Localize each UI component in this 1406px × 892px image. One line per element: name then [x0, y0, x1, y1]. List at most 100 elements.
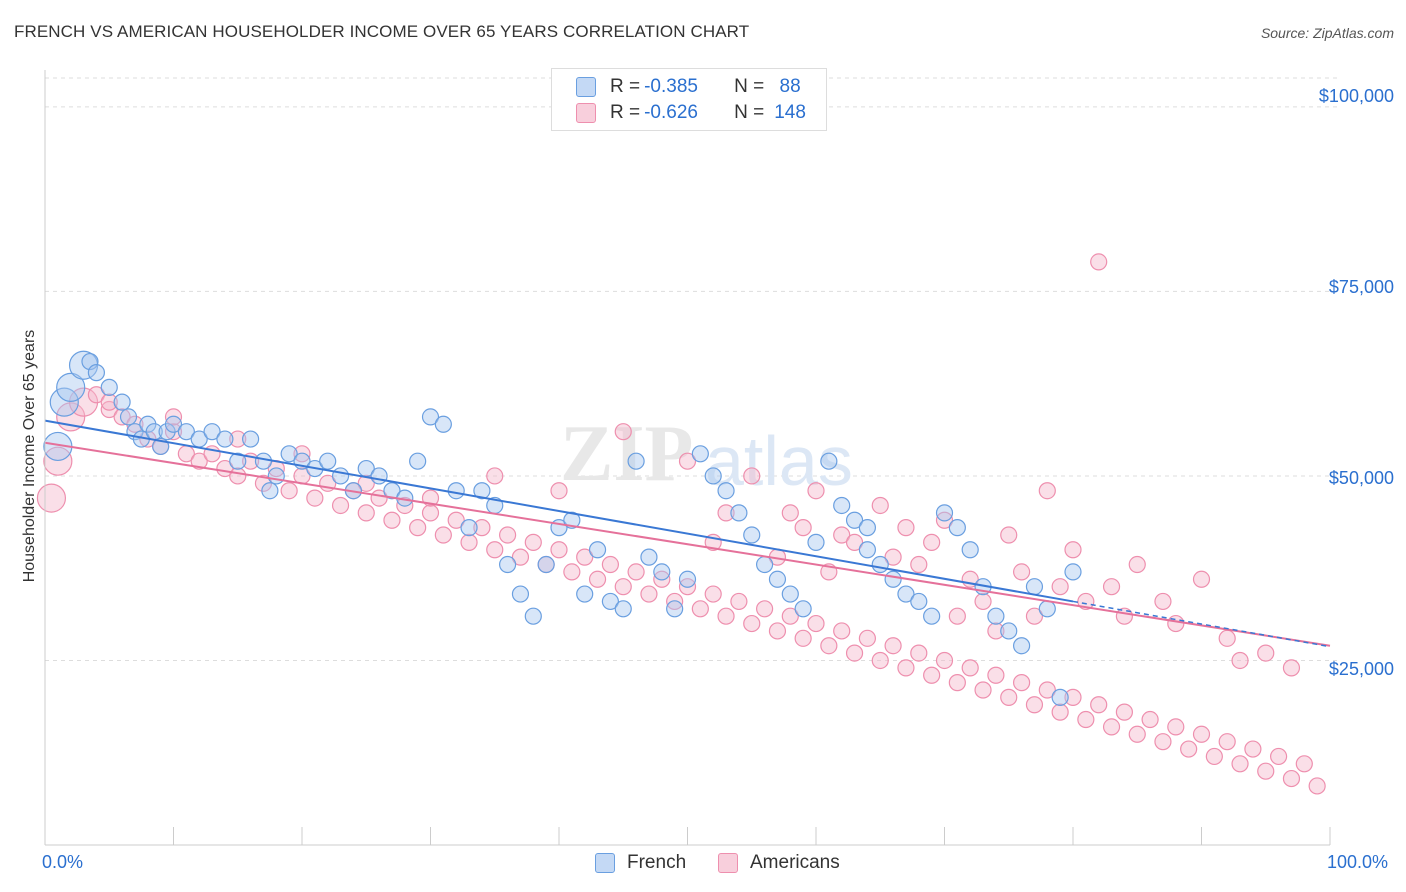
- french-point: [614, 600, 632, 618]
- americans-point: [164, 408, 183, 426]
- americans-point: [524, 533, 542, 551]
- french-point: [1000, 622, 1018, 640]
- french-point: [164, 415, 183, 433]
- r-value-french: -0.385: [644, 76, 698, 97]
- n-label: N =: [734, 76, 765, 97]
- americans-point: [1012, 563, 1031, 581]
- americans-point: [1257, 644, 1275, 662]
- americans-point: [961, 659, 979, 677]
- french-point: [511, 585, 530, 603]
- americans-point: [1025, 607, 1044, 625]
- french-point: [730, 504, 748, 522]
- y-tick-100000: $100,000: [1318, 86, 1394, 106]
- americans-swatch: [718, 853, 738, 873]
- americans-point: [1102, 718, 1121, 736]
- americans-point: [1025, 696, 1044, 714]
- americans-point: [100, 393, 118, 411]
- americans-point: [36, 483, 67, 513]
- americans-point: [1295, 755, 1313, 773]
- french-swatch: [595, 853, 615, 873]
- french-point: [319, 452, 337, 470]
- french-point: [524, 607, 542, 625]
- americans-point: [1154, 733, 1172, 751]
- americans-label: Americans: [750, 852, 840, 873]
- americans-point: [499, 526, 517, 544]
- americans-point: [1128, 555, 1146, 574]
- french-point: [717, 482, 735, 500]
- americans-point: [1218, 629, 1236, 647]
- french-point: [820, 452, 838, 470]
- americans-point: [1282, 769, 1301, 788]
- americans-point: [614, 423, 632, 441]
- french-point: [884, 570, 902, 588]
- french-point: [49, 387, 79, 417]
- americans-point: [1115, 703, 1134, 721]
- americans-point: [357, 504, 375, 522]
- stats-legend: R = -0.385 N = 88 R = -0.626 N = 148: [551, 68, 827, 131]
- french-point: [216, 430, 234, 448]
- french-point: [409, 452, 427, 470]
- americans-point: [486, 541, 504, 559]
- americans-point: [1038, 681, 1056, 699]
- bottom-legend-french: French: [595, 852, 686, 874]
- americans-point: [614, 578, 632, 596]
- french-point: [370, 467, 388, 485]
- n-value-americans: 148: [774, 102, 806, 123]
- americans-point: [1051, 578, 1069, 596]
- americans-point: [678, 452, 697, 470]
- french-point: [113, 393, 131, 411]
- svg-text:ZIP: ZIP: [560, 410, 693, 498]
- french-point: [460, 519, 478, 537]
- americans-point: [871, 651, 889, 670]
- french-point: [100, 378, 118, 396]
- french-point: [280, 445, 298, 463]
- legend-row-americans: R = -0.626 N = 148: [576, 101, 806, 125]
- americans-point: [357, 474, 375, 492]
- french-point: [935, 504, 954, 522]
- americans-point: [858, 629, 877, 647]
- americans-point: [897, 519, 915, 537]
- french-point: [910, 592, 928, 611]
- americans-point: [1154, 592, 1172, 611]
- french-point: [537, 555, 555, 574]
- french-point: [691, 445, 709, 463]
- americans-point: [100, 400, 118, 419]
- americans-point: [229, 467, 247, 485]
- french-point: [923, 607, 941, 625]
- americans-point: [563, 563, 581, 581]
- americans-point: [1192, 570, 1211, 588]
- americans-point: [229, 430, 247, 448]
- french-point: [563, 511, 581, 529]
- svg-text:atlas: atlas: [705, 422, 853, 500]
- americans-point: [1077, 592, 1095, 611]
- french-point: [704, 467, 722, 485]
- x-min-label: 0.0%: [42, 852, 84, 872]
- americans-point: [1218, 733, 1236, 751]
- americans-point: [717, 504, 735, 522]
- americans-series: [36, 253, 1326, 795]
- source-label: Source: ZipAtlas.com: [1260, 25, 1394, 41]
- americans-point: [820, 637, 838, 655]
- americans-point: [704, 585, 722, 603]
- americans-point: [910, 644, 928, 662]
- americans-point: [743, 614, 761, 633]
- americans-point: [781, 607, 799, 625]
- americans-point: [845, 533, 864, 551]
- americans-point: [794, 629, 812, 647]
- americans-point: [768, 622, 787, 640]
- americans-point: [1077, 710, 1095, 729]
- french-point: [447, 482, 465, 500]
- americans-point: [897, 659, 915, 677]
- y-tick-25000: $25,000: [1328, 659, 1394, 679]
- americans-point: [884, 548, 902, 566]
- french-point: [56, 372, 86, 402]
- americans-point: [987, 666, 1005, 684]
- french-point: [601, 592, 620, 611]
- americans-point: [691, 600, 709, 618]
- americans-point: [306, 489, 324, 507]
- y-tick-75000: $75,000: [1328, 277, 1394, 297]
- americans-point: [1231, 651, 1249, 670]
- americans-point: [1128, 725, 1146, 743]
- americans-point: [923, 533, 941, 551]
- americans-point: [666, 592, 684, 611]
